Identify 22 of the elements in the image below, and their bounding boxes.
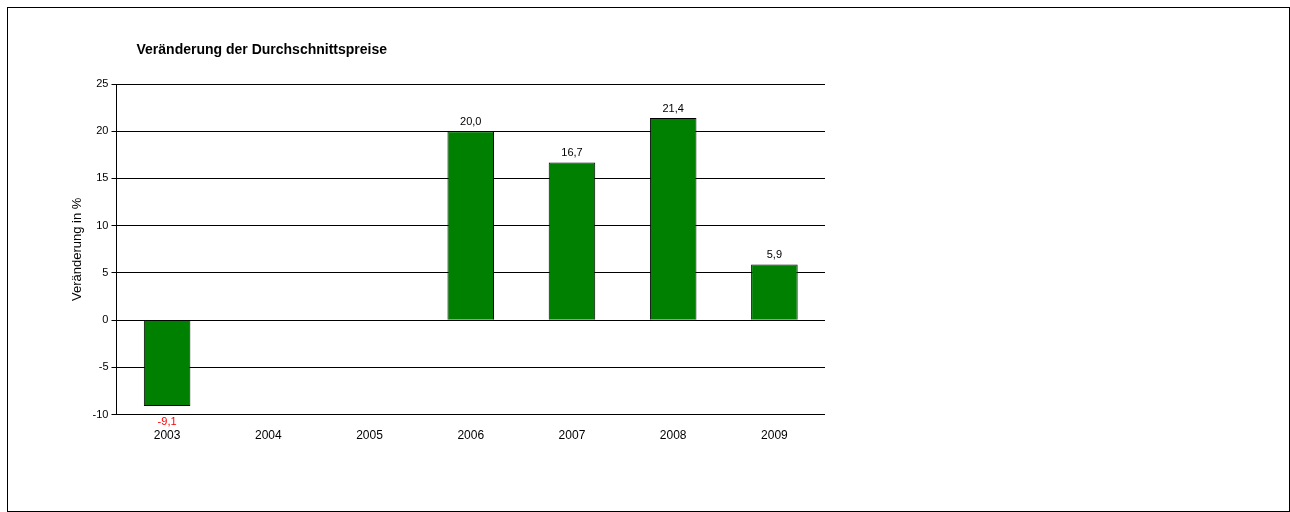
x-tick-label: 2007 <box>558 428 586 443</box>
y-axis-title: Veränderung in % <box>69 197 85 301</box>
y-tick-label: -10 <box>92 407 109 420</box>
chart-title: Veränderung der Durchschnittspreise <box>136 40 388 57</box>
x-tick-label: 2005 <box>356 428 384 443</box>
y-tick-label: 15 <box>96 171 109 184</box>
x-tick-label: 2008 <box>659 428 687 443</box>
data-label: 16,7 <box>561 145 583 158</box>
data-label: 20,0 <box>460 114 482 127</box>
y-tick-label: 0 <box>102 313 109 326</box>
y-tick-label: 25 <box>96 77 109 90</box>
data-label: 21,4 <box>662 101 684 114</box>
x-tick-label: 2006 <box>457 428 485 443</box>
y-tick-label: 20 <box>96 124 109 137</box>
data-label: -9,1 <box>157 415 177 428</box>
x-tick-label: 2009 <box>761 428 789 443</box>
y-tick-label: 10 <box>96 218 109 231</box>
y-tick-label: -5 <box>98 360 109 373</box>
x-tick-label: 2003 <box>153 428 181 443</box>
x-tick-label: 2004 <box>254 428 282 443</box>
y-tick-label: 5 <box>102 265 109 278</box>
data-label: 5,9 <box>766 247 783 260</box>
